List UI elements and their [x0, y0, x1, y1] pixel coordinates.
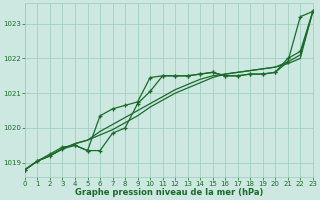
X-axis label: Graphe pression niveau de la mer (hPa): Graphe pression niveau de la mer (hPa): [75, 188, 263, 197]
